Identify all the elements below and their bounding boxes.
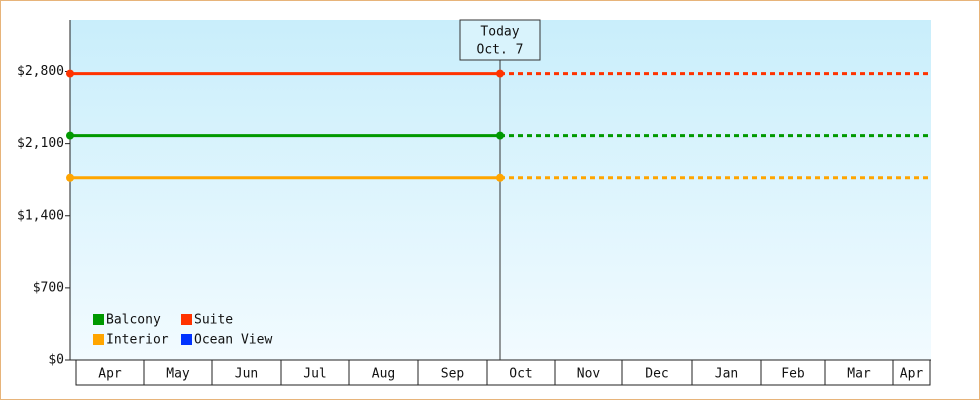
point (66, 173, 74, 182)
legend-swatch (93, 334, 104, 345)
legend-label: Interior (106, 333, 169, 348)
x-tick-box (143, 359, 213, 386)
x-tick-label: Aug (372, 367, 395, 382)
x-tick-box (691, 359, 762, 386)
x-tick-label: Apr (900, 367, 924, 382)
today-box (459, 19, 541, 61)
x-tick-box (554, 359, 623, 386)
x-tick-label: Mar (847, 367, 871, 382)
point (66, 69, 74, 78)
point (496, 69, 504, 78)
today-title: Today (480, 25, 519, 40)
legend-swatch (93, 314, 104, 325)
x-tick-label: Jun (235, 367, 258, 382)
point (496, 173, 504, 182)
x-tick-box (75, 359, 145, 386)
x-tick-box (892, 359, 931, 386)
y-tick-label: $1,400 (17, 208, 64, 223)
x-tick-label: Oct (509, 367, 532, 382)
legend-swatch (181, 334, 192, 345)
x-tick-label: Sep (441, 367, 465, 382)
x-tick-box (824, 359, 894, 386)
legend-label: Balcony (106, 313, 161, 328)
x-tick-label: Jan (715, 367, 738, 382)
y-tick-label: $2,100 (17, 136, 64, 151)
y-tick-label: $700 (33, 280, 64, 295)
x-tick-label: Jul (303, 367, 326, 382)
x-tick-box (348, 359, 419, 386)
x-tick-label: May (166, 367, 190, 382)
x-tick-box (211, 359, 282, 386)
today-date: Oct. 7 (477, 43, 524, 58)
point (496, 131, 504, 140)
legend-label: Ocean View (194, 333, 272, 348)
point (66, 131, 74, 140)
y-tick-label: $0 (48, 353, 64, 368)
x-tick-label: Apr (98, 367, 122, 382)
x-tick-label: Nov (577, 367, 601, 382)
legend-label: Suite (194, 313, 233, 328)
x-tick-box (280, 359, 350, 386)
legend-swatch (181, 314, 192, 325)
x-tick-label: Dec (645, 367, 668, 382)
x-tick-label: Feb (781, 367, 805, 382)
y-tick-label: $2,800 (17, 64, 64, 79)
